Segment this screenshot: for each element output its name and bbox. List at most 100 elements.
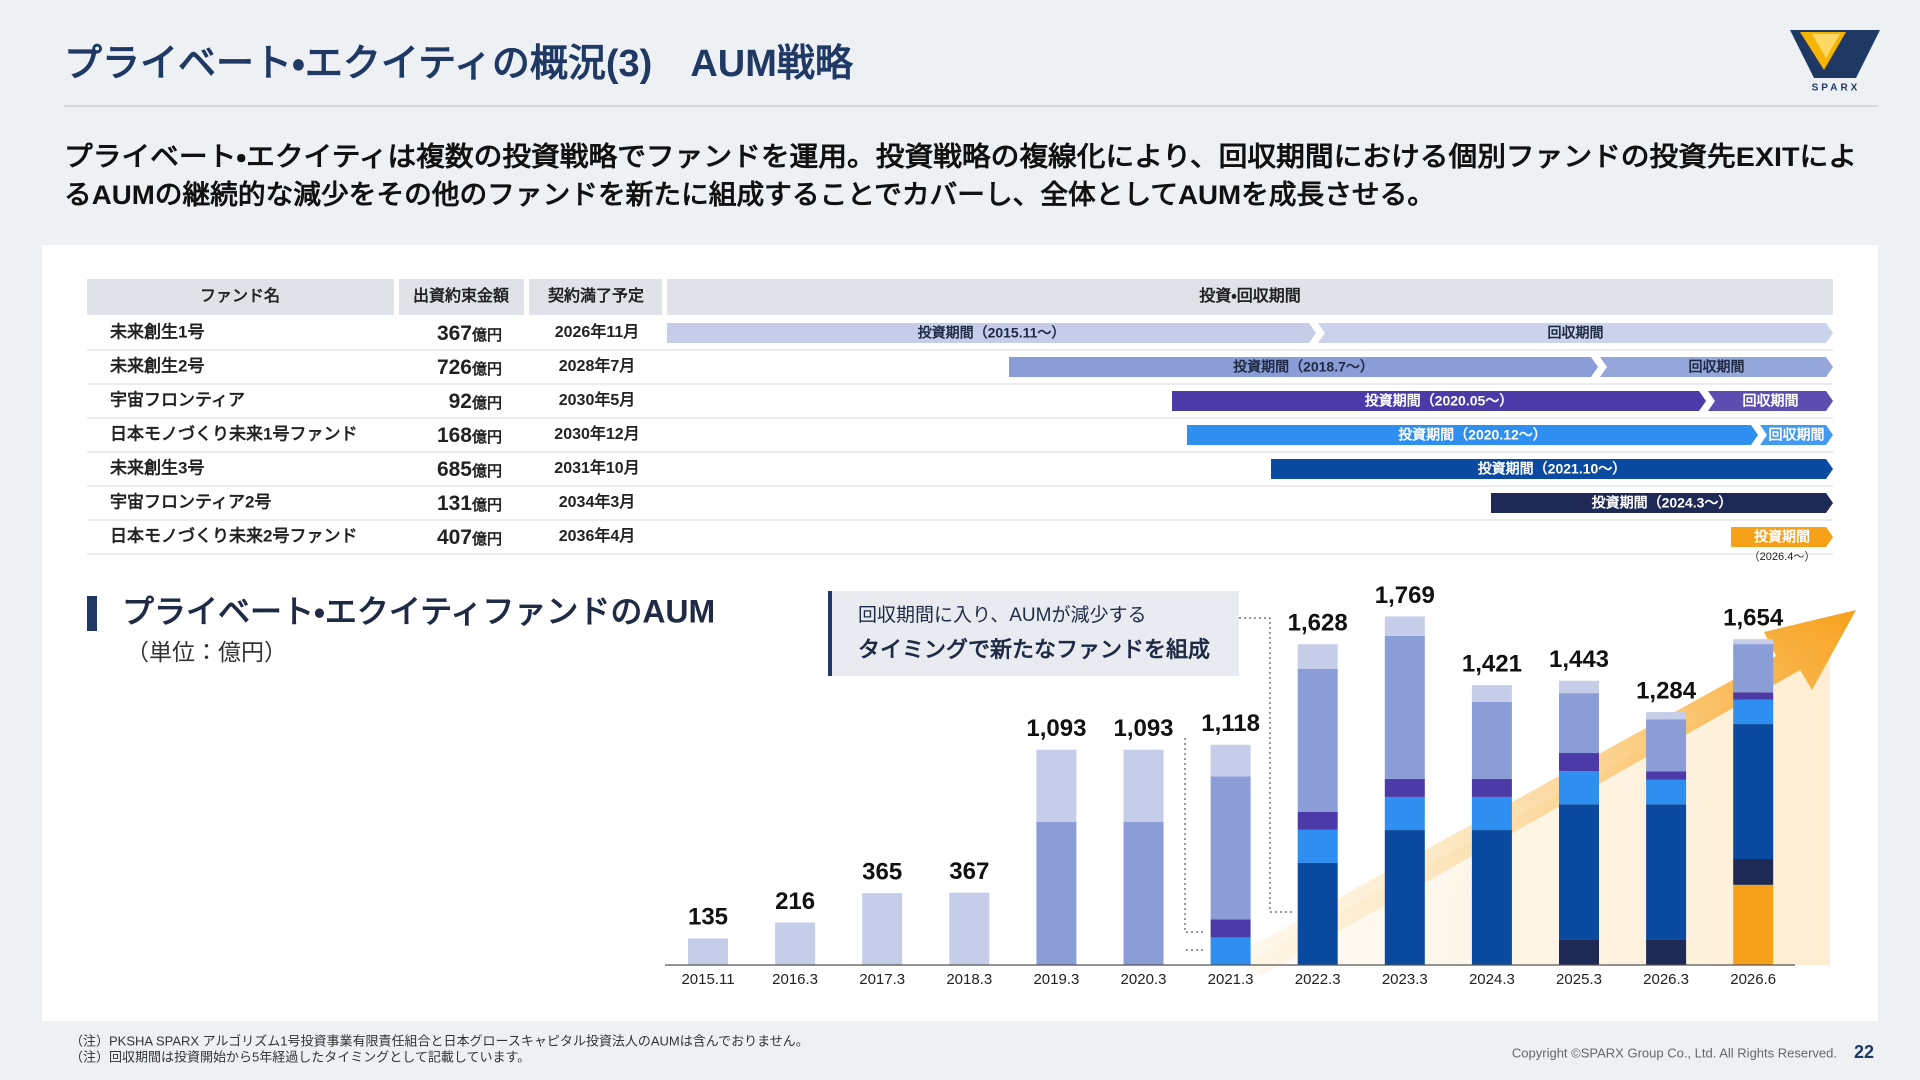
commitment-unit: 億円 (471, 530, 502, 548)
bar-segment (1733, 699, 1774, 725)
maturity: 2026年11月 (555, 322, 640, 341)
column-header: 契約満了予定 (548, 286, 644, 305)
x-tick-label: 2019.3 (1033, 971, 1079, 988)
bar-segment (1036, 749, 1077, 822)
period-label: 投資期間（2024.3～） (1592, 495, 1733, 511)
x-tick-label: 2024.3 (1469, 971, 1515, 988)
commitment: 131億円 (437, 492, 502, 515)
commitment-amount: 726 (437, 356, 472, 379)
total-label: 1,421 (1462, 650, 1522, 677)
period-bar (1271, 459, 1833, 479)
bar-segment (1733, 859, 1774, 885)
period-bar (1760, 425, 1833, 445)
bar-segment (1297, 644, 1338, 669)
maturity: 2031年10月 (554, 458, 639, 477)
bar-segment (1559, 939, 1599, 965)
bar-segment (1123, 749, 1164, 822)
slide-title: プライベート・エクイティの概況(3) AUM戦略 (64, 43, 854, 85)
bar-segment (775, 922, 816, 965)
total-label: 1,284 (1636, 677, 1697, 704)
commitment-amount: 407 (437, 526, 472, 549)
total-label: 135 (688, 904, 728, 931)
commitment-unit: 億円 (471, 462, 502, 480)
total-label: 1,443 (1549, 646, 1609, 673)
bar-segment (1646, 719, 1687, 772)
commitment-unit: 億円 (471, 326, 502, 344)
maturity: 2030年5月 (559, 390, 636, 409)
bar-segment (1646, 779, 1687, 805)
chart: 135 2015.11 216 2016.3 365 2017.3 367 2018.3 1,0… (665, 582, 1795, 988)
bar-segment (1646, 804, 1687, 940)
period-bar (667, 323, 1316, 343)
commitment-amount: 685 (437, 458, 472, 481)
page-number: 22 (1854, 1042, 1874, 1062)
section-marker (87, 596, 97, 631)
bar-segment (1210, 919, 1251, 938)
bar-segment (1559, 680, 1599, 694)
x-tick-label: 2023.3 (1382, 971, 1428, 988)
x-tick-label: 2015.11 (681, 971, 734, 988)
commitment: 407億円 (437, 526, 502, 549)
total-label: 365 (862, 858, 902, 885)
bar-segment (1384, 830, 1425, 965)
total-label: 1,654 (1723, 605, 1784, 632)
bar-segment (1733, 724, 1774, 860)
commitment-amount: 367 (437, 322, 472, 345)
callout-edge (828, 591, 832, 676)
fund-name: 未来創生2号 (109, 355, 204, 375)
bar-segment (1559, 753, 1599, 772)
period-label: 回収期間 (1548, 325, 1604, 341)
period-label: 投資期間（2018.7～） (1233, 359, 1374, 375)
bar-segment (1297, 811, 1338, 830)
period-bar (1009, 357, 1598, 377)
logo-text: SPARX (1812, 83, 1861, 94)
total-label: 1,093 (1026, 715, 1086, 742)
maturity: 2036年4月 (559, 526, 636, 545)
bar-segment (1471, 685, 1512, 702)
bar-segment (1646, 712, 1687, 720)
maturity: 2030年12月 (554, 424, 639, 443)
bar-segment (1210, 937, 1251, 965)
bar-segment (1384, 616, 1425, 636)
period-label: 投資期間（2015.11～） (918, 325, 1066, 341)
table-header-cell (529, 279, 662, 315)
x-tick-label: 2018.3 (946, 971, 992, 988)
logo: SPARX (1790, 30, 1880, 94)
period-bar (1172, 391, 1706, 411)
commitment-unit: 億円 (471, 394, 502, 412)
x-tick-label: 2016.3 (772, 971, 818, 988)
period-label: 投資期間（2021.10～） (1478, 461, 1627, 477)
bar-segment (688, 938, 728, 965)
bar-segment (1646, 771, 1687, 780)
period-label: 回収期間 (1689, 359, 1745, 375)
bar-segment (1733, 692, 1774, 700)
x-tick-label: 2022.3 (1295, 971, 1341, 988)
table-header-cell (667, 279, 1833, 315)
bar-segment (1297, 668, 1338, 812)
copyright: Copyright ©SPARX Group Co., Ltd. All Rig… (1512, 1045, 1837, 1060)
bar-segment (1471, 796, 1512, 831)
period-label: 回収期間 (1769, 427, 1825, 443)
bar-segment (1733, 644, 1774, 693)
callout-connector (1239, 617, 1293, 913)
period-sub: （2026.4～） (1749, 550, 1816, 563)
lead-line: プライベート・エクイティは複数の投資戦略でファンドを運用。投資戦略の複線化により… (64, 141, 1857, 172)
period-bar (1187, 425, 1758, 445)
fund-name: 日本モノづくり未来2号ファンド (110, 525, 357, 545)
bar-segment (949, 892, 990, 965)
commitment: 92億円 (449, 390, 502, 413)
x-tick-label: 2026.3 (1643, 971, 1689, 988)
commitment-amount: 168 (437, 424, 472, 447)
x-tick-label: 2026.6 (1730, 971, 1776, 988)
bar-segment (1384, 635, 1425, 779)
maturity: 2028年7月 (559, 356, 636, 375)
bar-segment (1210, 776, 1251, 920)
column-header: 投資・回収期間 (1199, 286, 1300, 305)
bar-segment (1384, 778, 1425, 797)
bar-segment (1471, 701, 1512, 779)
maturity: 2034年3月 (559, 492, 636, 511)
footnote: （注）PKSHA SPARX アルゴリズム1号投資事業有限責任組合と日本グロース… (70, 1033, 809, 1048)
bar-segment (1297, 829, 1338, 863)
fund-name: 未来創生1号 (109, 321, 204, 341)
